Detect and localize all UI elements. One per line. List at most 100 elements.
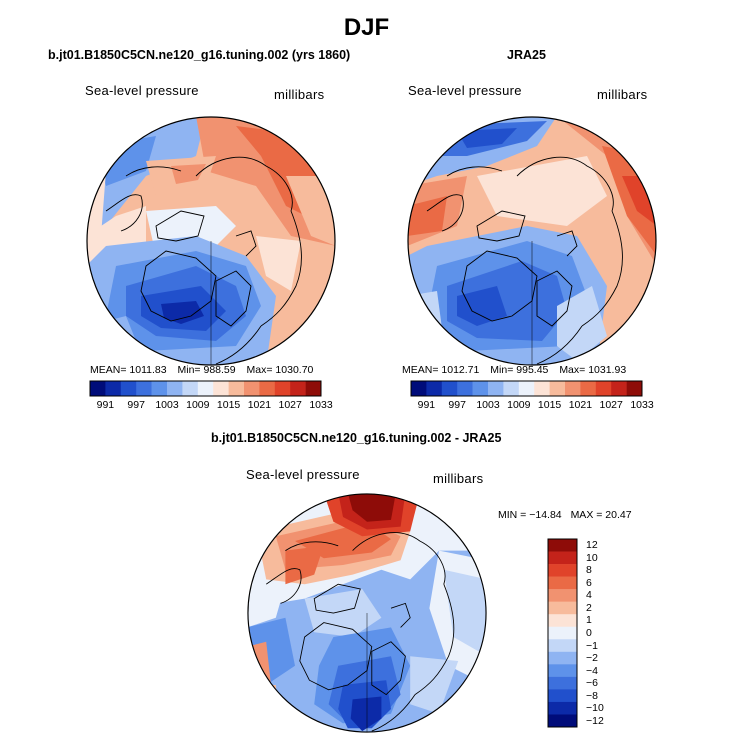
colorbar-box [90,381,106,396]
map-diff [247,493,487,733]
mean-value: 1012.71 [441,364,480,376]
colorbar-box [548,589,577,602]
colorbar-tick-label: 1003 [476,399,500,411]
colorbar-box [548,701,577,715]
mean-label: MEAN= [402,364,439,376]
colorbar-tick-label: 1 [586,614,592,627]
mean-label: MEAN= [90,364,127,376]
colorbar-tick-label: 8 [586,564,592,577]
max-label: Max= [246,364,273,376]
colorbar-box [548,601,577,615]
colorbar-box [120,381,137,396]
colorbar-tick-label: 991 [96,399,115,411]
colorbar-box [548,576,577,590]
colorbar-box [182,381,199,396]
min-label: Min= [490,364,514,376]
colorbar-box [259,381,276,396]
colorbar-box [488,381,504,396]
colorbar-tick-label: −1 [586,639,598,652]
colorbar-tick-label: 1033 [309,399,333,411]
colorbar-ticks-model: 991 997 1003 1009 1015 1021 1027 1033 [90,399,333,413]
colorbar-tick-label: 1009 [507,399,531,411]
colorbar-box [548,539,577,552]
panel-title-jra25: JRA25 [507,48,546,62]
colorbar-tick-label: −12 [586,714,604,727]
max-label: Max= [559,364,586,376]
map-jra25 [407,116,657,366]
colorbar-tick-label: 1003 [155,399,179,411]
colorbar-outline [89,380,322,397]
colorbar-box [518,381,535,396]
colorbar-box [228,381,245,396]
colorbar-box [565,381,581,396]
max-value: 1031.93 [588,364,627,376]
colorbar-box [105,381,122,396]
colorbar-box [305,381,322,396]
colorbar-tick-label: 1021 [247,399,272,411]
colorbar-box [595,381,612,396]
colorbar-box [549,381,566,396]
colorbar-tick-label: 1021 [568,399,593,411]
colorbar-tick-label: 12 [586,539,598,552]
max-label: MAX = [570,509,603,521]
min-label: Min= [177,364,201,376]
colorbar-tick-label: 1027 [278,399,302,411]
colorbar-tick-label: 4 [586,589,592,602]
colorbar-tick-label: −2 [586,652,598,665]
colorbar-box [244,381,260,396]
colorbar-tick-label: 1015 [537,399,562,411]
panel-title-diff: b.jt01.B1850C5CN.ne120_g16.tuning.002 - … [211,431,502,445]
min-value: −14.84 [529,509,562,521]
units-label-model: millibars [274,87,325,102]
stats-jra25: MEAN= 1012.71 Min= 995.45 Max= 1031.93 [402,364,626,376]
colorbar-box [548,714,577,728]
colorbar-box [472,381,489,396]
colorbar-tick-label: 1033 [630,399,654,411]
colorbar-tick-label: 1009 [186,399,210,411]
colorbar-tick-label: −10 [586,702,604,715]
min-value: 995.45 [516,364,549,376]
variable-label-diff: Sea-level pressure [246,467,360,482]
colorbar-box [548,676,577,690]
colorbar-box [626,381,643,396]
colorbar-box [426,381,443,396]
colorbar-box [548,639,577,653]
colorbar-box [441,381,458,396]
colorbar-model [89,380,322,397]
colorbar-tick-label: 997 [127,399,145,411]
colorbar-box [548,626,577,640]
colorbar-box [548,664,577,678]
map-model [86,116,336,366]
units-label-diff: millibars [433,471,484,486]
colorbar-box [534,381,550,396]
colorbar-box [548,564,577,577]
colorbar-tick-label: 991 [417,399,436,411]
colorbar-box [136,381,152,396]
min-value: 988.59 [203,364,236,376]
colorbar-box [151,381,168,396]
max-value: 1030.70 [275,364,314,376]
colorbar-box [580,381,597,396]
colorbar-box [411,381,427,396]
panel-title-model: b.jt01.B1850C5CN.ne120_g16.tuning.002 (y… [48,48,351,62]
stats-diff: MIN = −14.84 MAX = 20.47 [498,509,632,521]
colorbar-tick-label: 1027 [599,399,623,411]
figure-title: DJF [343,14,390,41]
colorbar-jra25 [410,380,643,397]
variable-label-jra25: Sea-level pressure [408,83,522,98]
colorbar-box [548,551,577,565]
mean-value: 1011.83 [129,364,167,376]
colorbar-box [290,381,306,396]
stats-model: MEAN= 1011.83 Min= 988.59 Max= 1030.70 [90,364,313,376]
colorbar-tick-label: 6 [586,576,592,589]
colorbar-box [611,381,627,396]
colorbar-outline [410,380,643,397]
colorbar-box [213,381,229,396]
colorbar-tick-label: −4 [586,664,598,677]
colorbar-box [548,651,577,665]
colorbar-tick-label: 2 [586,601,592,614]
colorbar-tick-label: −8 [586,689,598,702]
colorbar-diff [547,538,578,728]
colorbar-tick-label: 10 [586,551,598,564]
colorbar-box [548,689,577,703]
